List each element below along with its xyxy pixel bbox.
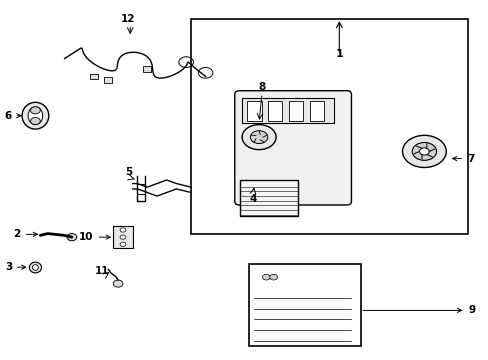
Circle shape bbox=[120, 242, 125, 247]
Circle shape bbox=[120, 228, 125, 232]
Text: 8: 8 bbox=[258, 82, 265, 93]
FancyBboxPatch shape bbox=[234, 91, 351, 205]
Text: 5: 5 bbox=[125, 167, 133, 177]
Text: 10: 10 bbox=[79, 232, 110, 242]
Ellipse shape bbox=[32, 265, 38, 270]
Bar bbox=[191, 19, 467, 234]
Text: 11: 11 bbox=[95, 266, 109, 276]
Circle shape bbox=[113, 280, 122, 287]
Bar bbox=[90, 73, 98, 79]
Text: 6: 6 bbox=[5, 111, 21, 121]
Circle shape bbox=[120, 235, 125, 239]
Ellipse shape bbox=[28, 107, 42, 125]
Bar bbox=[104, 77, 112, 83]
Circle shape bbox=[269, 274, 277, 280]
Circle shape bbox=[411, 143, 436, 160]
Circle shape bbox=[262, 274, 270, 280]
Bar bbox=[249, 264, 361, 346]
Circle shape bbox=[242, 125, 276, 150]
Ellipse shape bbox=[29, 262, 41, 273]
Circle shape bbox=[250, 131, 267, 144]
Bar bbox=[242, 98, 334, 123]
Bar bbox=[113, 226, 132, 248]
Circle shape bbox=[402, 135, 446, 167]
Bar bbox=[143, 66, 151, 72]
Bar bbox=[246, 102, 261, 121]
Bar bbox=[309, 102, 324, 121]
Circle shape bbox=[419, 148, 428, 155]
Circle shape bbox=[30, 107, 40, 114]
Text: 1: 1 bbox=[335, 49, 343, 59]
Ellipse shape bbox=[22, 102, 49, 129]
Bar bbox=[239, 180, 297, 216]
Circle shape bbox=[67, 234, 77, 241]
Text: 7: 7 bbox=[452, 154, 473, 163]
Text: 12: 12 bbox=[121, 14, 135, 23]
Text: 3: 3 bbox=[5, 262, 26, 272]
Text: 9: 9 bbox=[362, 305, 474, 315]
Text: 2: 2 bbox=[14, 229, 37, 239]
Text: 4: 4 bbox=[249, 194, 256, 203]
Circle shape bbox=[30, 117, 40, 125]
Bar bbox=[288, 102, 303, 121]
Bar bbox=[267, 102, 282, 121]
